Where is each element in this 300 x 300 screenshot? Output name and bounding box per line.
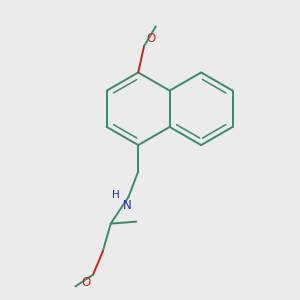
Text: H: H [112,190,120,200]
Text: O: O [82,276,91,289]
Text: O: O [146,32,155,45]
Text: N: N [123,199,131,212]
